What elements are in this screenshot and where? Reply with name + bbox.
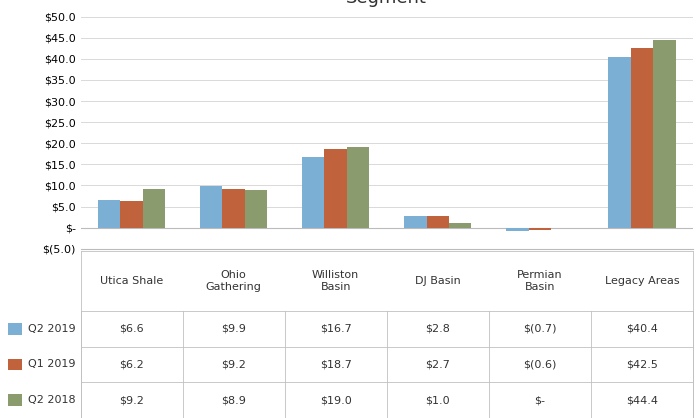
Bar xyxy=(608,57,631,228)
Bar xyxy=(506,228,528,231)
Bar xyxy=(200,186,223,228)
Bar xyxy=(631,48,653,228)
Text: $6.2: $6.2 xyxy=(119,359,144,370)
Bar xyxy=(120,201,143,228)
Bar xyxy=(302,157,325,228)
Text: $9.2: $9.2 xyxy=(221,359,246,370)
Bar xyxy=(143,189,165,228)
Text: $(0.6): $(0.6) xyxy=(523,359,556,370)
FancyBboxPatch shape xyxy=(8,359,22,370)
Text: $40.4: $40.4 xyxy=(626,324,658,334)
Text: Permian
Basin: Permian Basin xyxy=(517,270,563,292)
Text: $19.0: $19.0 xyxy=(320,395,351,405)
Text: $9.9: $9.9 xyxy=(221,324,246,334)
Bar xyxy=(404,216,426,228)
Text: $44.4: $44.4 xyxy=(626,395,658,405)
FancyBboxPatch shape xyxy=(8,323,22,335)
Bar xyxy=(426,216,449,228)
Bar xyxy=(223,189,245,228)
Bar xyxy=(325,149,347,228)
Text: $6.6: $6.6 xyxy=(119,324,144,334)
Text: Q2 2018: Q2 2018 xyxy=(28,395,76,405)
Bar xyxy=(347,148,370,228)
Text: Ohio
Gathering: Ohio Gathering xyxy=(206,270,262,292)
Text: $16.7: $16.7 xyxy=(320,324,351,334)
Text: $9.2: $9.2 xyxy=(119,395,144,405)
Bar xyxy=(98,200,120,228)
FancyBboxPatch shape xyxy=(8,394,22,406)
Text: $1.0: $1.0 xyxy=(426,395,450,405)
Text: $18.7: $18.7 xyxy=(320,359,351,370)
Title: Summit Midstream Partners Adjusted EBITDA by
Segment: Summit Midstream Partners Adjusted EBITD… xyxy=(169,0,605,7)
Text: Q2 2019: Q2 2019 xyxy=(28,324,76,334)
Bar xyxy=(528,228,551,230)
Bar xyxy=(245,190,267,228)
Text: $42.5: $42.5 xyxy=(626,359,658,370)
Text: Q1 2019: Q1 2019 xyxy=(28,359,76,370)
Text: $2.8: $2.8 xyxy=(426,324,450,334)
Bar xyxy=(449,223,472,228)
Text: $2.7: $2.7 xyxy=(426,359,450,370)
Bar xyxy=(653,41,676,228)
Text: Legacy Areas: Legacy Areas xyxy=(605,276,679,286)
Text: $-: $- xyxy=(534,395,545,405)
Text: $8.9: $8.9 xyxy=(221,395,246,405)
Text: $(0.7): $(0.7) xyxy=(523,324,556,334)
Text: Williston
Basin: Williston Basin xyxy=(312,270,359,292)
Text: DJ Basin: DJ Basin xyxy=(415,276,461,286)
Text: Utica Shale: Utica Shale xyxy=(100,276,163,286)
